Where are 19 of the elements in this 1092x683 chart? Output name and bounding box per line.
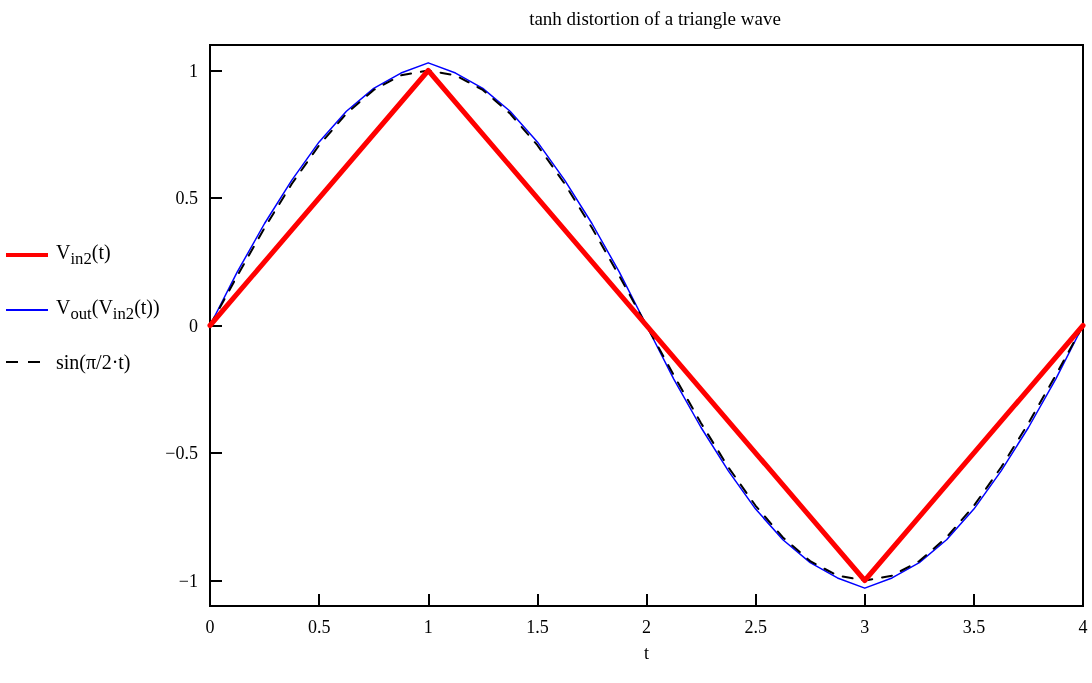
y-tick-label: 0 [189,315,198,336]
x-tick-label: 1.5 [526,617,549,637]
x-tick-label: 2 [642,617,651,637]
chart-title: tanh distortion of a triangle wave [529,8,781,29]
x-axis-title: t [643,643,650,663]
y-tick-label: 1 [189,60,198,81]
legend-label: V$_{out}$(V$_{in2}$(t)) [56,295,160,324]
x-tick-label: 2.5 [744,617,767,637]
x-tick-label: 3 [860,617,870,637]
y-tick-label: −0.5 [165,443,198,463]
legend-label: sin(π/2·t) [56,350,131,374]
y-tick-label: −1 [178,570,198,591]
legend-label: V$_{in2}$(t) [56,240,111,269]
x-tick-label: 1 [423,617,433,637]
x-tick-label: 0 [205,617,215,637]
y-tick-label: 0.5 [175,188,198,208]
x-tick-label: 3.5 [962,617,986,637]
x-tick-label: 4 [1078,617,1088,637]
x-tick-label: 0.5 [307,617,331,637]
